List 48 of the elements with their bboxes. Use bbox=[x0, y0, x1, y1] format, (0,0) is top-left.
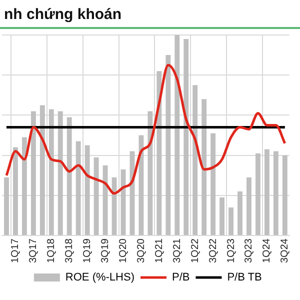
bar bbox=[282, 155, 288, 236]
x-tick-label: 3Q23 bbox=[244, 238, 255, 264]
bar bbox=[238, 191, 242, 236]
bar bbox=[76, 141, 81, 236]
bar bbox=[102, 165, 108, 236]
x-tick-label: 1Q19 bbox=[82, 238, 94, 264]
bar bbox=[264, 149, 270, 236]
chart-title: nh chứng khoán bbox=[3, 5, 123, 25]
bar bbox=[84, 145, 90, 236]
x-tick-label: 3Q20 bbox=[136, 238, 147, 264]
bar bbox=[94, 157, 99, 236]
bar bbox=[273, 151, 278, 236]
bar bbox=[22, 137, 27, 236]
bar bbox=[255, 153, 260, 236]
bar bbox=[228, 207, 234, 236]
x-tick-label: 3Q19 bbox=[100, 238, 112, 264]
x-tick-label: 1Q22 bbox=[190, 238, 201, 264]
x-tick-label: 1Q17 bbox=[10, 238, 22, 264]
bar bbox=[202, 99, 207, 236]
bar bbox=[192, 85, 198, 236]
legend-label: ROE (%-LHS) bbox=[65, 272, 134, 284]
bar bbox=[30, 111, 36, 236]
legend-label: P/B TB bbox=[227, 272, 262, 284]
bar bbox=[40, 105, 45, 236]
bar bbox=[48, 109, 54, 236]
bar bbox=[148, 111, 153, 236]
bar bbox=[210, 133, 216, 236]
x-tick-label: 1Q24 bbox=[262, 238, 273, 264]
x-tick-label: 3Q22 bbox=[208, 238, 219, 264]
bar bbox=[138, 135, 144, 236]
x-tick-label: 3Q17 bbox=[28, 238, 40, 264]
bar bbox=[174, 35, 180, 236]
bar bbox=[166, 55, 171, 236]
x-tick-label: 3Q18 bbox=[64, 238, 76, 264]
x-tick-label: 1Q20 bbox=[118, 238, 129, 264]
legend-label: P/B bbox=[172, 272, 190, 284]
bar bbox=[220, 197, 225, 236]
bar bbox=[13, 147, 18, 236]
x-tick-label: 1Q18 bbox=[46, 238, 58, 264]
x-tick-label: 3Q24 bbox=[280, 238, 291, 264]
x-tick-label: 1Q23 bbox=[226, 238, 237, 264]
bar bbox=[4, 177, 9, 236]
bar bbox=[66, 117, 72, 236]
bar bbox=[184, 39, 189, 236]
bar bbox=[58, 111, 63, 236]
bar bbox=[246, 177, 252, 236]
x-tick-label: 3Q21 bbox=[172, 238, 183, 264]
x-tick-label: 1Q21 bbox=[154, 238, 165, 264]
